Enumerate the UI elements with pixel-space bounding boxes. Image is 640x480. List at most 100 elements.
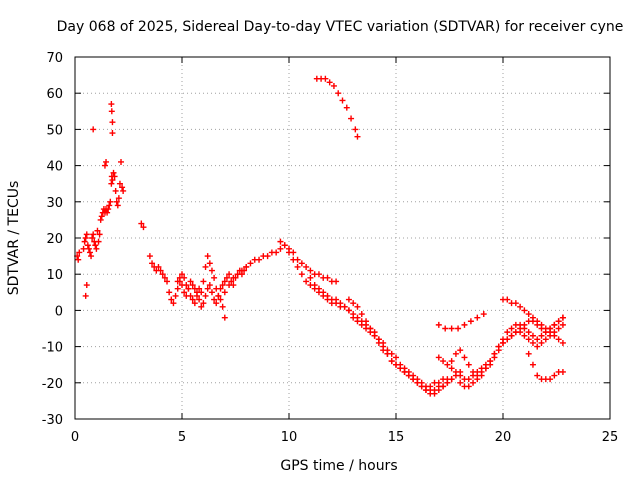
data-point (384, 347, 391, 354)
data-point (120, 187, 127, 194)
data-point (95, 238, 102, 245)
data-point (410, 372, 417, 379)
data-point (108, 180, 115, 187)
data-point (196, 296, 203, 303)
y-tick-label: 20 (46, 232, 63, 247)
data-point (435, 321, 442, 328)
data-point (555, 318, 562, 325)
data-point (211, 296, 218, 303)
data-point (187, 278, 194, 285)
data-point (559, 321, 566, 328)
data-point (525, 311, 532, 318)
data-point (202, 292, 209, 299)
plot-frame (74, 56, 611, 420)
data-point (94, 227, 101, 234)
y-tick-label: 40 (46, 160, 63, 175)
y-tick-label: 50 (46, 123, 63, 138)
data-point (183, 292, 190, 299)
data-point (166, 289, 173, 296)
data-point (303, 263, 310, 270)
data-point (474, 314, 481, 321)
data-point (448, 358, 455, 365)
data-point (208, 289, 215, 296)
data-point (435, 387, 442, 394)
data-point (350, 300, 357, 307)
data-point (202, 263, 209, 270)
data-point (138, 220, 145, 227)
data-point (311, 282, 318, 289)
data-point (109, 130, 116, 137)
data-point (86, 249, 93, 256)
data-point (286, 249, 292, 256)
data-point (405, 368, 412, 375)
data-point (114, 202, 121, 209)
data-point (435, 354, 442, 361)
series-arc-high (313, 75, 361, 140)
x-tick-label: 15 (388, 430, 405, 445)
axis-ticks: 0 5 10 15 20 25 -30 -20 -10 0 10 20 30 40 50 60 70 (42, 51, 619, 445)
data-point (84, 242, 91, 249)
data-point (105, 206, 112, 213)
data-point (529, 314, 536, 321)
data-point (88, 253, 95, 260)
data-point (534, 343, 541, 350)
data-point (191, 300, 198, 307)
data-point (525, 350, 532, 357)
data-point (452, 368, 459, 375)
data-point (238, 267, 245, 274)
data-point (504, 336, 511, 343)
data-point (348, 115, 355, 122)
data-point (478, 372, 485, 379)
data-point (534, 372, 541, 379)
data-point (164, 278, 171, 285)
data-point (487, 361, 494, 368)
series-descent-B (307, 274, 455, 397)
data-point (228, 278, 235, 285)
data-point (455, 325, 462, 332)
data-point (442, 325, 449, 332)
data-point (303, 278, 310, 285)
data-point (243, 263, 250, 270)
data-point (107, 198, 114, 205)
data-point (146, 253, 153, 260)
data-point (529, 332, 536, 339)
data-point (480, 311, 487, 318)
data-point (393, 354, 399, 361)
data-point (226, 282, 233, 289)
data-point (448, 365, 455, 372)
data-point (298, 260, 305, 267)
data-point (290, 256, 297, 263)
data-point (547, 376, 554, 383)
x-tick-label: 5 (178, 430, 186, 445)
data-point (465, 361, 472, 368)
data-point (191, 285, 198, 292)
data-point (149, 260, 156, 267)
data-point (345, 307, 352, 314)
data-point (504, 329, 511, 336)
data-point (326, 79, 333, 86)
data-point (320, 289, 327, 296)
data-point (82, 292, 89, 299)
data-point (206, 282, 213, 289)
data-point (457, 379, 464, 386)
data-point (551, 321, 558, 328)
data-marks (74, 75, 566, 397)
data-point (119, 184, 126, 191)
data-point (512, 329, 519, 336)
data-point (208, 267, 215, 274)
data-point (529, 339, 536, 346)
data-point (512, 300, 519, 307)
data-point (181, 289, 188, 296)
data-point (277, 245, 284, 252)
series-late-bottom (525, 350, 566, 383)
data-point (375, 336, 382, 343)
data-point (474, 376, 481, 383)
data-point (234, 271, 241, 278)
data-point (226, 271, 233, 278)
data-point (465, 383, 472, 390)
data-point (371, 329, 378, 336)
data-point (500, 339, 506, 346)
data-point (352, 126, 359, 133)
data-point (333, 296, 340, 303)
y-axis-label: SDTVAR / TECUs (6, 181, 22, 296)
